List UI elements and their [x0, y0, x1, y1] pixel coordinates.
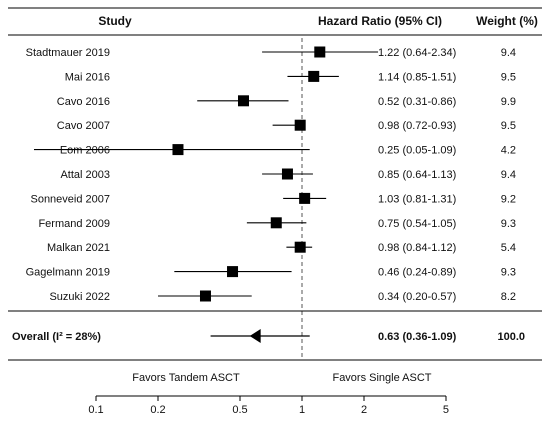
- study-hr-ci-text: 1.14 (0.85-1.51): [378, 71, 456, 83]
- overall-estimate-marker: [249, 329, 261, 343]
- study-row: Stadtmauer 2019 1.22 (0.64-2.34) 9.4: [26, 46, 516, 59]
- x-tick-label: 5: [443, 404, 449, 416]
- study-weight: 9.4: [501, 169, 516, 181]
- study-estimate-marker: [281, 168, 293, 180]
- study-hr-ci-text: 0.85 (0.64-1.13): [378, 169, 456, 181]
- study-hr-ci-text: 0.98 (0.84-1.12): [378, 242, 456, 254]
- study-estimate-marker: [294, 119, 306, 131]
- study-name: Eom 2006: [60, 145, 110, 157]
- study-row: Sonneveid 2007 1.03 (0.81-1.31) 9.2: [30, 192, 516, 205]
- study-name: Sonneveid 2007: [30, 193, 110, 205]
- study-estimate-marker: [199, 290, 211, 302]
- study-weight: 9.5: [501, 120, 516, 132]
- study-weight: 9.5: [501, 71, 516, 83]
- study-estimate-marker: [294, 241, 306, 253]
- study-weight: 5.4: [501, 242, 516, 254]
- study-weight: 8.2: [501, 291, 516, 303]
- study-name: Fermand 2009: [38, 218, 110, 230]
- study-column-header: Study: [98, 14, 132, 28]
- x-tick-label: 2: [361, 404, 367, 416]
- study-row: Attal 2003 0.85 (0.64-1.13) 9.4: [60, 168, 516, 181]
- study-hr-ci-text: 0.25 (0.05-1.09): [378, 145, 456, 157]
- study-weight: 9.4: [501, 47, 516, 59]
- study-rows: Stadtmauer 2019 1.22 (0.64-2.34) 9.4 Mai 20…: [26, 46, 516, 303]
- study-name: Cavo 2007: [57, 120, 110, 132]
- favors-right-label: Favors Single ASCT: [332, 372, 431, 384]
- study-row: Mai 2016 1.14 (0.85-1.51) 9.5: [65, 70, 516, 83]
- study-name: Cavo 2016: [57, 96, 110, 108]
- study-hr-ci-text: 0.34 (0.20-0.57): [378, 291, 456, 303]
- study-weight: 4.2: [501, 145, 516, 157]
- study-row: Eom 2006 0.25 (0.05-1.09) 4.2: [33, 144, 516, 157]
- study-estimate-marker: [314, 46, 326, 58]
- study-hr-ci-text: 1.22 (0.64-2.34): [378, 47, 456, 59]
- study-estimate-marker: [237, 95, 249, 107]
- study-weight: 9.3: [501, 267, 516, 279]
- study-row: Malkan 2021 0.98 (0.84-1.12) 5.4: [47, 241, 516, 254]
- study-hr-ci-text: 0.52 (0.31-0.86): [378, 96, 456, 108]
- favors-left-label: Favors Tandem ASCT: [132, 372, 240, 384]
- study-row: Cavo 2007 0.98 (0.72-0.93) 9.5: [57, 119, 516, 132]
- study-name: Suzuki 2022: [49, 291, 110, 303]
- study-hr-ci-text: 1.03 (0.81-1.31): [378, 193, 456, 205]
- study-weight: 9.9: [501, 96, 516, 108]
- study-hr-ci-text: 0.98 (0.72-0.93): [378, 120, 456, 132]
- study-weight: 9.3: [501, 218, 516, 230]
- overall-hr-ci-text: 0.63 (0.36-1.09): [378, 331, 457, 343]
- x-tick-label: 0.1: [88, 404, 103, 416]
- study-name: Stadtmauer 2019: [26, 47, 110, 59]
- study-name: Attal 2003: [60, 169, 110, 181]
- study-estimate-marker: [308, 70, 320, 82]
- overall-label: Overall (I² = 28%): [12, 331, 101, 343]
- study-row: Gagelmann 2019 0.46 (0.24-0.89) 9.3: [26, 266, 516, 279]
- study-hr-ci-text: 0.46 (0.24-0.89): [378, 267, 456, 279]
- x-tick-label: 1: [299, 404, 305, 416]
- study-hr-ci-text: 0.75 (0.54-1.05): [378, 218, 456, 230]
- study-estimate-marker: [172, 144, 184, 156]
- study-estimate-marker: [299, 192, 311, 204]
- study-weight: 9.2: [501, 193, 516, 205]
- study-row: Cavo 2016 0.52 (0.31-0.86) 9.9: [57, 95, 516, 108]
- weight-column-header: Weight (%): [476, 14, 538, 28]
- x-tick-label: 0.2: [150, 404, 165, 416]
- x-axis-ticks: 0.1 0.2 0.5 1 2 5: [88, 396, 449, 416]
- x-tick-label: 0.5: [232, 404, 247, 416]
- study-name: Malkan 2021: [47, 242, 110, 254]
- study-row: Suzuki 2022 0.34 (0.20-0.57) 8.2: [49, 290, 516, 303]
- study-name: Gagelmann 2019: [26, 267, 110, 279]
- hazard-ratio-column-header: Hazard Ratio (95% CI): [318, 14, 442, 28]
- study-estimate-marker: [270, 217, 282, 229]
- study-row: Fermand 2009 0.75 (0.54-1.05) 9.3: [38, 217, 516, 230]
- study-name: Mai 2016: [65, 71, 110, 83]
- study-estimate-marker: [227, 266, 239, 278]
- overall-weight: 100.0: [497, 331, 525, 343]
